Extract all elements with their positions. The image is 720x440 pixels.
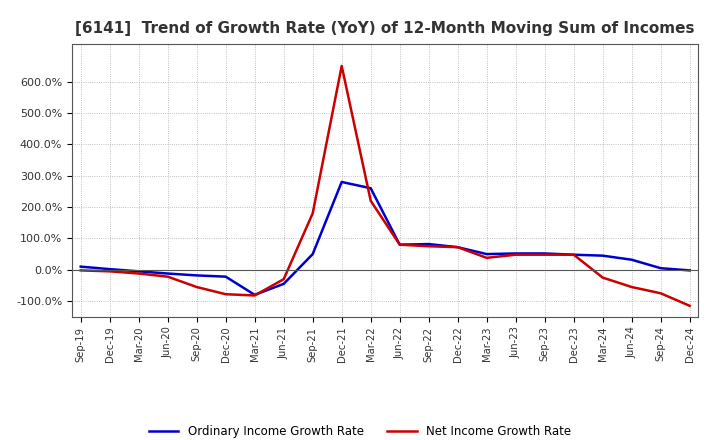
Ordinary Income Growth Rate xyxy=(627,257,636,262)
Ordinary Income Growth Rate xyxy=(221,274,230,279)
Net Income Growth Rate xyxy=(482,255,491,260)
Ordinary Income Growth Rate xyxy=(685,268,694,273)
Net Income Growth Rate xyxy=(251,293,259,298)
Ordinary Income Growth Rate xyxy=(454,245,462,250)
Ordinary Income Growth Rate xyxy=(279,281,288,286)
Net Income Growth Rate xyxy=(338,63,346,69)
Net Income Growth Rate xyxy=(685,303,694,308)
Net Income Growth Rate xyxy=(105,269,114,274)
Net Income Growth Rate xyxy=(511,252,520,257)
Line: Net Income Growth Rate: Net Income Growth Rate xyxy=(81,66,690,306)
Ordinary Income Growth Rate xyxy=(105,267,114,272)
Ordinary Income Growth Rate xyxy=(482,251,491,257)
Net Income Growth Rate xyxy=(76,268,85,273)
Ordinary Income Growth Rate xyxy=(308,251,317,257)
Ordinary Income Growth Rate xyxy=(541,251,549,256)
Legend: Ordinary Income Growth Rate, Net Income Growth Rate: Ordinary Income Growth Rate, Net Income … xyxy=(144,421,576,440)
Ordinary Income Growth Rate xyxy=(570,252,578,257)
Net Income Growth Rate xyxy=(221,292,230,297)
Ordinary Income Growth Rate xyxy=(424,242,433,247)
Title: [6141]  Trend of Growth Rate (YoY) of 12-Month Moving Sum of Incomes: [6141] Trend of Growth Rate (YoY) of 12-… xyxy=(76,21,695,36)
Ordinary Income Growth Rate xyxy=(598,253,607,258)
Ordinary Income Growth Rate xyxy=(76,264,85,269)
Net Income Growth Rate xyxy=(308,211,317,216)
Net Income Growth Rate xyxy=(454,245,462,250)
Net Income Growth Rate xyxy=(279,276,288,282)
Net Income Growth Rate xyxy=(424,244,433,249)
Net Income Growth Rate xyxy=(598,275,607,280)
Net Income Growth Rate xyxy=(163,274,172,279)
Ordinary Income Growth Rate xyxy=(251,292,259,297)
Net Income Growth Rate xyxy=(192,284,201,290)
Ordinary Income Growth Rate xyxy=(192,273,201,278)
Net Income Growth Rate xyxy=(627,284,636,290)
Ordinary Income Growth Rate xyxy=(366,186,375,191)
Ordinary Income Growth Rate xyxy=(395,242,404,247)
Ordinary Income Growth Rate xyxy=(163,271,172,276)
Ordinary Income Growth Rate xyxy=(657,266,665,271)
Net Income Growth Rate xyxy=(366,198,375,203)
Net Income Growth Rate xyxy=(395,242,404,247)
Net Income Growth Rate xyxy=(570,252,578,257)
Ordinary Income Growth Rate xyxy=(338,180,346,185)
Net Income Growth Rate xyxy=(135,271,143,276)
Net Income Growth Rate xyxy=(657,291,665,296)
Ordinary Income Growth Rate xyxy=(511,251,520,256)
Net Income Growth Rate xyxy=(541,252,549,257)
Ordinary Income Growth Rate xyxy=(135,269,143,274)
Line: Ordinary Income Growth Rate: Ordinary Income Growth Rate xyxy=(81,182,690,295)
